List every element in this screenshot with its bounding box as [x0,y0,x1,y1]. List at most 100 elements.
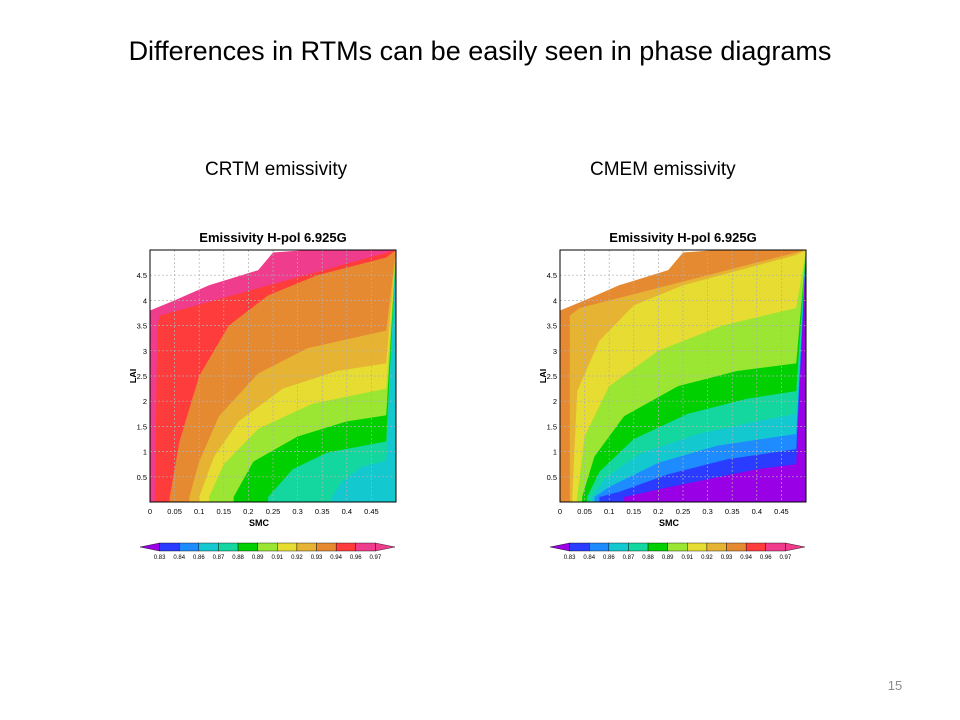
x-tick-label: 0.4 [752,507,762,516]
y-axis-label: LAI [130,369,138,384]
x-tick-label: 0 [148,507,152,516]
colorbar-segment [257,542,278,552]
colorbar-segment [218,542,239,552]
colorbar-label: 0.93 [721,555,733,561]
colorbar-segment [745,542,766,552]
missing-data-region [560,250,718,311]
y-tick-label: 2.5 [137,372,147,381]
y-tick-label: 3 [143,347,147,356]
y-tick-label: 0.5 [137,473,147,482]
x-tick-label: 0.25 [676,507,691,516]
y-tick-label: 2.5 [547,372,557,381]
contour-band-0.96 [150,250,396,502]
chart-title: Emissivity H-pol 6.925G [199,230,346,245]
page-number: 15 [887,678,903,693]
y-tick-label: 4.5 [137,271,147,280]
colorbar-label: 0.92 [291,555,303,561]
colorbar-segment [549,542,570,552]
x-tick-label: 0.15 [626,507,641,516]
y-tick-label: 1.5 [547,422,557,431]
colorbar-label: 0.88 [232,555,244,561]
colorbar-label: 0.92 [701,555,713,561]
colorbar-segment [355,542,376,552]
colorbar-segment [335,542,356,552]
colorbar-segment [765,542,786,552]
y-tick-label: 4.5 [547,271,557,280]
colorbar-segment [198,542,219,552]
colorbar-segment [375,542,396,552]
x-axis-label: SMC [659,518,680,528]
colorbar-segment [139,542,160,552]
grid-lines [559,250,806,502]
y-tick-label: 3 [553,347,557,356]
colorbar-segment [589,542,610,552]
colorbar-label: 0.86 [193,555,205,561]
colorbar-label: 0.91 [271,555,283,561]
colorbar-label: 0.87 [213,555,225,561]
x-tick-label: 0.35 [315,507,330,516]
colorbar-segment [296,542,317,552]
colorbar: 0.83 0.84 0.86 0.87 0.88 0.89 0.91 0.92 0.93 0.94… [139,542,396,561]
colorbar-label: 0.97 [370,555,382,561]
cmem-subtitle: CMEM emissivity [590,159,736,180]
slide-title: Differences in RTMs can be easily seen i… [128,36,832,66]
plot-frame [559,249,807,503]
y-tick-label: 2 [553,397,557,406]
colorbar-label: 0.83 [154,555,166,561]
x-axis-label: SMC [249,518,270,528]
colorbar-label: 0.84 [173,555,185,561]
colorbar: 0.83 0.84 0.86 0.87 0.88 0.89 0.91 0.92 0.93 0.94… [549,542,806,561]
x-tick-label: 0.25 [266,507,281,516]
y-tick-label: 1.5 [137,422,147,431]
y-tick-label: 1 [143,448,147,457]
colorbar-label: 0.89 [252,555,264,561]
colorbar-segment [237,542,258,552]
y-axis-label: LAI [540,369,548,384]
colorbar-label: 0.94 [330,555,342,561]
colorbar-segment [647,542,668,552]
x-tick-label: 0 [558,507,562,516]
colorbar-segment [706,542,727,552]
colorbar-segment [277,542,298,552]
colorbar-segment [316,542,337,552]
x-tick-label: 0.4 [342,507,352,516]
y-tick-label: 2 [143,397,147,406]
x-tick-label: 0.3 [702,507,712,516]
colorbar-label: 0.86 [603,555,615,561]
cmem-heatmap-chart: Emissivity H-pol 6.925G 0 0.05 0.1 0.15 0.2 0.… [540,230,807,561]
colorbar-segment [726,542,747,552]
y-tick-label: 3.5 [137,322,147,331]
colorbar-label: 0.89 [662,555,674,561]
y-tick-label: 4 [143,296,147,305]
y-tick-label: 3.5 [547,322,557,331]
crtm-heatmap-chart: Emissivity H-pol 6.925G 0 0.05 0.1 0.15 0.2 0.… [130,230,397,561]
y-tick-label: 4 [553,296,557,305]
x-tick-label: 0.1 [604,507,614,516]
colorbar-label: 0.97 [780,555,792,561]
contour-band-0.93 [560,250,806,502]
colorbar-label: 0.96 [350,555,362,561]
colorbar-label: 0.93 [311,555,323,561]
colorbar-label: 0.94 [740,555,752,561]
crtm-subtitle: CRTM emissivity [205,159,348,180]
x-tick-label: 0.2 [243,507,253,516]
colorbar-label: 0.91 [681,555,693,561]
colorbar-label: 0.96 [760,555,772,561]
colorbar-label: 0.88 [642,555,654,561]
colorbar-segment [179,542,200,552]
plot-frame [149,249,397,503]
x-tick-label: 0.15 [216,507,231,516]
colorbar-label: 0.87 [623,555,635,561]
y-tick-label: 1 [553,448,557,457]
colorbar-label: 0.83 [564,555,576,561]
colorbar-segment [628,542,649,552]
x-tick-label: 0.05 [577,507,592,516]
x-tick-label: 0.45 [364,507,379,516]
x-tick-label: 0.1 [194,507,204,516]
missing-data-region [150,250,308,311]
colorbar-segment [608,542,629,552]
cmem-chart-panel: Emissivity H-pol 6.925G 0 0.05 0.1 0.15 0.2 0.… [540,220,810,565]
colorbar-segment [667,542,688,552]
x-tick-label: 0.35 [725,507,740,516]
colorbar-label: 0.84 [583,555,595,561]
